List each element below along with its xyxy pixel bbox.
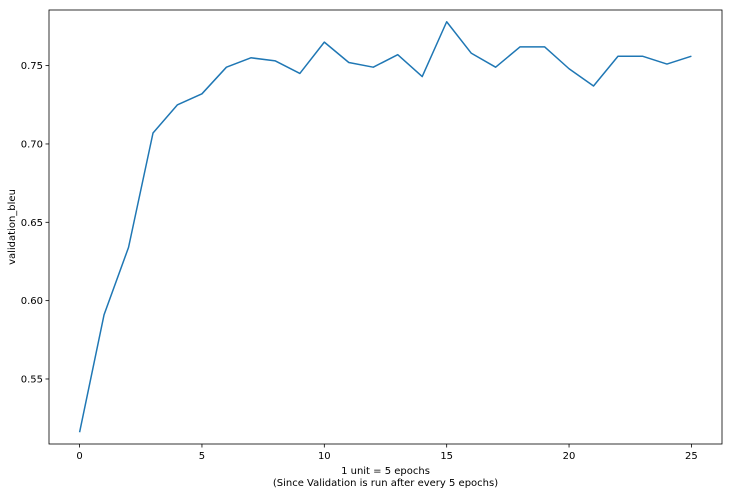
y-tick-label: 0.65: [21, 218, 43, 229]
series-layer: [78, 21, 692, 433]
y-tick-label: 0.70: [21, 139, 43, 150]
x-axis-label-line-2: (Since Validation is run after every 5 e…: [273, 478, 498, 489]
y-axis: 0.55 0.60 0.65 0.70 0.75: [21, 61, 49, 385]
x-tick-label: 25: [685, 451, 698, 462]
x-tick-label: 15: [440, 451, 453, 462]
x-tick-label: 0: [76, 451, 82, 462]
y-tick-label: 0.55: [21, 374, 43, 385]
series-line: [78, 21, 692, 433]
plot-frame: [48, 9, 723, 445]
y-tick-label: 0.60: [21, 296, 43, 307]
x-axis: 0 5 10 15 20 25: [76, 444, 698, 462]
x-tick-label: 10: [318, 451, 331, 462]
x-tick-label: 5: [199, 451, 205, 462]
x-tick-label: 20: [563, 451, 576, 462]
y-tick-label: 0.75: [21, 61, 43, 72]
x-axis-label-line-1: 1 unit = 5 epochs: [341, 466, 430, 477]
y-axis-label: validation_bleu: [7, 189, 18, 265]
